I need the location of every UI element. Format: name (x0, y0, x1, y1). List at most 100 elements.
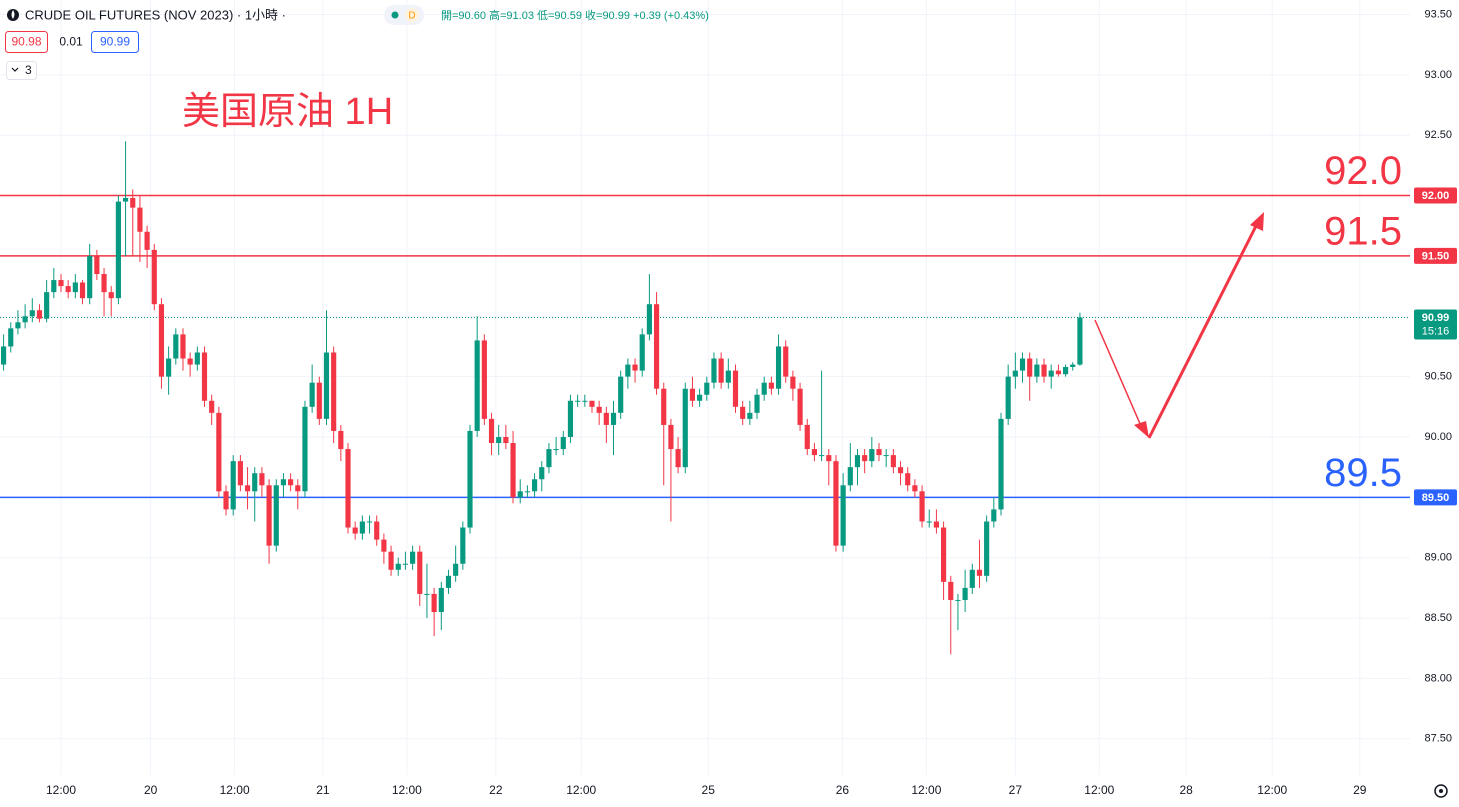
candle-body (819, 455, 825, 457)
candle-body (302, 406, 308, 492)
candle-body (331, 352, 337, 431)
candle-body (295, 485, 301, 492)
candle-body (653, 304, 660, 389)
candle-body (252, 473, 258, 492)
candle-body (1062, 366, 1069, 375)
candle-body (862, 455, 868, 462)
x-tick-label: 20 (144, 783, 158, 797)
candle-body (1077, 317, 1083, 365)
candle-body (488, 418, 495, 444)
x-tick-label: 12:00 (1084, 783, 1114, 797)
candle-body (948, 581, 954, 600)
candle-body (732, 370, 739, 407)
candle-body (130, 197, 136, 208)
candle-body (36, 310, 43, 319)
candle-body (166, 358, 172, 377)
level-axis-label: 89.50 (1422, 492, 1450, 504)
candle-body (524, 491, 530, 493)
x-tick-label: 12:00 (911, 783, 941, 797)
candle-body (775, 346, 782, 389)
candle-body (740, 406, 746, 419)
y-tick-label: 88.50 (1424, 612, 1452, 624)
candle-body (984, 521, 990, 576)
candle-body (1041, 364, 1047, 377)
candle-body (582, 400, 588, 402)
grid (0, 0, 1410, 775)
ask: 90.99 (100, 35, 130, 49)
ask-box[interactable] (91, 31, 139, 53)
candle-body (338, 430, 344, 450)
candle-body (560, 436, 566, 450)
candle-body (309, 382, 315, 407)
indicator-toggle[interactable] (6, 61, 37, 80)
candle-body (510, 443, 516, 498)
candle-body (926, 521, 932, 523)
x-tick-label: 12:00 (566, 783, 596, 797)
candle-body (173, 334, 179, 359)
candle-body (517, 491, 523, 498)
candle-body (316, 382, 322, 419)
candle-body (589, 400, 595, 407)
indicator-count: 3 (25, 63, 32, 77)
candle-body (1055, 370, 1061, 375)
candle-body (288, 479, 294, 486)
candle-body (187, 358, 193, 365)
candle-body (603, 412, 609, 425)
candle-body (718, 358, 724, 383)
candle-body (1005, 376, 1011, 419)
candle-body (610, 412, 617, 425)
bid-box[interactable] (5, 31, 48, 53)
candle-body (546, 449, 552, 468)
chevron (11, 67, 19, 72)
level-axis-label: 92.00 (1422, 190, 1450, 202)
candle-body (374, 521, 380, 540)
candle-body (223, 491, 229, 510)
candle-body (72, 282, 78, 293)
settings-icon-center (1439, 789, 1443, 793)
x-tick-label: 12:00 (220, 783, 250, 797)
last-price-badge (1414, 309, 1457, 340)
candle-body (661, 388, 667, 425)
candle-body (122, 197, 129, 202)
candle-body (323, 352, 330, 419)
y-tick-label: 88.00 (1424, 672, 1452, 684)
candle-body (15, 322, 21, 329)
candle-body (194, 352, 200, 365)
candle-body (919, 491, 925, 522)
candle-body (453, 563, 459, 576)
candle-body (345, 449, 351, 528)
candle-body (280, 479, 287, 486)
candle-body (460, 527, 466, 564)
arrow-up-line (1147, 225, 1258, 439)
bid: 90.98 (11, 35, 41, 49)
arrow-down-head (1134, 421, 1149, 438)
candle-body (79, 282, 86, 299)
candle-body (94, 255, 100, 275)
levels: 92.0 91.5 89.5 (0, 149, 1410, 499)
candle-body (180, 334, 186, 359)
arrow-down-line (1094, 319, 1142, 427)
candle-body (209, 400, 215, 413)
candle-body (1, 346, 7, 365)
candle-body (1027, 358, 1033, 377)
candle-body (618, 376, 624, 413)
candle-body (115, 201, 121, 299)
candle-body (424, 593, 430, 595)
candle-body (854, 455, 861, 468)
level-label: 91.5 (1324, 209, 1402, 253)
candle-body (955, 599, 961, 601)
candle-body (689, 388, 696, 401)
symbol-title[interactable]: CRUDE OIL FUTURES (NOV 2023) · 1小時 · (25, 7, 286, 22)
candle-body (230, 461, 236, 510)
candle-body (797, 388, 803, 425)
candle-body (625, 364, 631, 377)
candle-body (410, 551, 416, 564)
level-badge (1414, 247, 1457, 264)
candle-body (158, 304, 165, 377)
candle-body (366, 521, 373, 523)
x-tick-label: 12:00 (1257, 783, 1287, 797)
settings-icon[interactable] (1434, 784, 1448, 798)
y-tick-label: 93.50 (1424, 8, 1452, 20)
candle-body (352, 527, 358, 534)
interval-badge: D (408, 11, 415, 22)
